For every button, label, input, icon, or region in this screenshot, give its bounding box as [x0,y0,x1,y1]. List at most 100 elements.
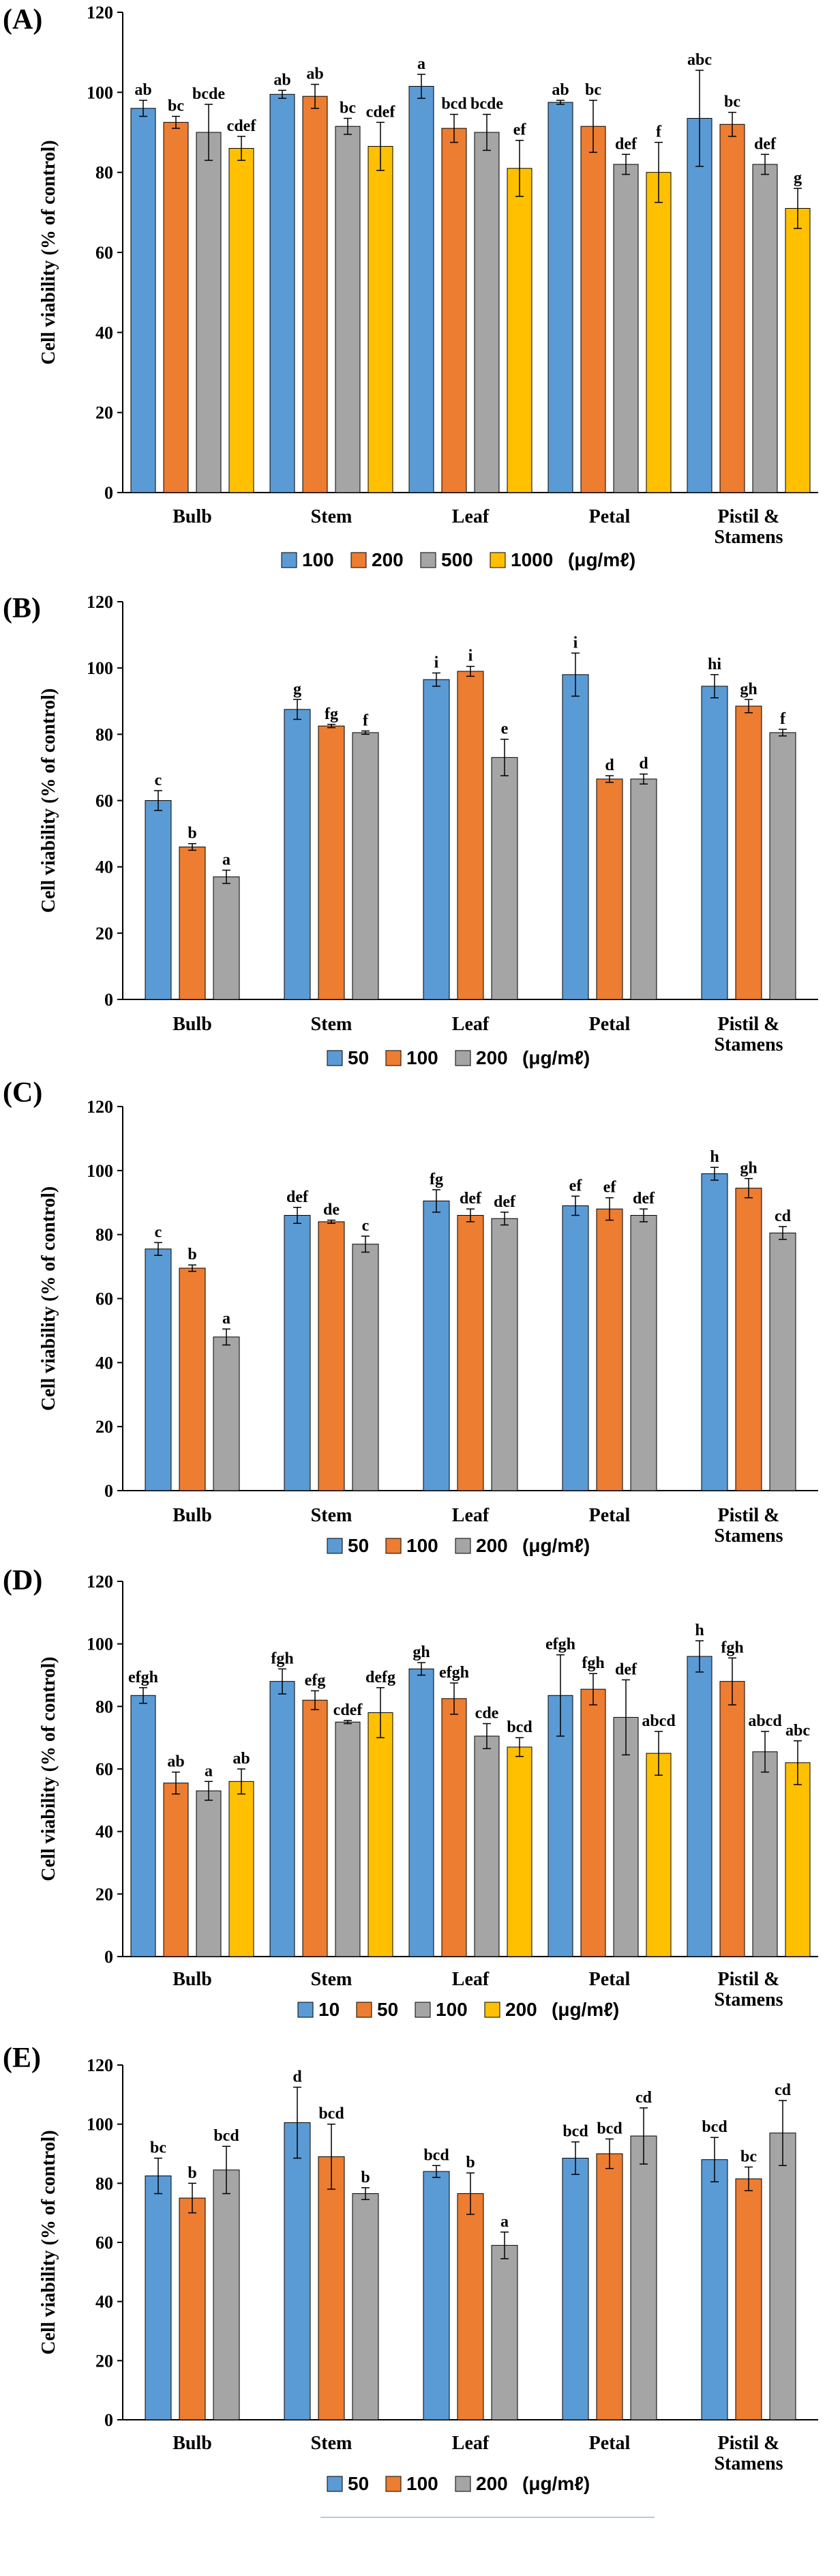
bar-10 [269,1681,295,1957]
y-axis-label: Cell viability (% of control) [38,140,59,364]
bar-50 [284,1215,311,1491]
legend-swatch-200 [484,2002,500,2018]
significance-label: hi [708,656,721,673]
significance-label: gh [412,1643,430,1661]
legend-label-200: 200 [476,1047,508,1068]
category-label: Stem [311,1014,352,1035]
chart-panel-1: (A) Cell viability (% of control) 0 20 40 60 8… [3,3,818,570]
significance-label: c [155,772,162,789]
y-tick-label: 60 [95,791,113,811]
category-label: Stamens [714,2453,783,2474]
legend: 50 100 200 (μg/mℓ) [327,1047,590,1068]
significance-label: def [494,1193,516,1211]
bar-100 [735,705,762,1000]
bar-50 [302,1699,328,1957]
legend: 50 100 200 (μg/mℓ) [327,1535,590,1556]
y-tick-label: 0 [104,990,113,1010]
bar-100 [687,117,712,493]
bar-200 [213,876,240,1000]
bar-100 [596,2153,623,2420]
significance-label: g [293,680,301,698]
significance-label: fg [430,1171,443,1188]
bar-500 [613,164,639,493]
bar-100 [318,725,345,1000]
significance-label: ab [232,1750,250,1768]
legend-label-200: 200 [476,2473,508,2494]
bar-100 [596,778,623,1000]
legend-swatch-200 [455,2476,471,2492]
bar-200 [769,1232,796,1491]
y-tick-label: 40 [95,858,113,877]
legend-swatch-100 [281,552,297,568]
significance-label: bcd [213,2127,239,2145]
bar-100 [474,1736,500,1957]
y-tick-label: 20 [95,1884,113,1904]
legend-swatch-100 [385,1050,402,1066]
bar-200 [213,1336,240,1491]
significance-label: abcd [642,1712,676,1730]
significance-label: ab [273,71,290,89]
significance-label: b [188,1246,196,1263]
significance-label: bc [585,81,601,99]
bar-500 [196,132,222,493]
bar-50 [580,1688,606,1957]
bar-100 [596,1208,623,1491]
significance-label: gh [740,680,757,698]
bar-1000 [228,147,254,493]
bar-200 [491,1218,518,1491]
bar-100 [179,847,206,1000]
legend: 100 200 500 1000 (μg/mℓ) [281,549,635,570]
bar-500 [335,126,361,493]
bar-200 [213,2169,240,2420]
category-label: Petal [589,1969,631,1990]
bar-100 [269,93,295,493]
category-label: Pistil & [718,2433,780,2454]
bar-100 [179,2197,206,2420]
significance-label: a [500,2213,509,2231]
significance-label: i [434,654,439,671]
significance-label: efgh [545,1636,575,1654]
bar-100 [752,1751,778,1957]
bar-50 [145,800,172,1000]
y-tick-label: 0 [104,1481,113,1501]
panel-label: (D) [3,1565,42,1596]
y-tick-label: 40 [95,2292,113,2312]
y-tick-label: 120 [87,1097,113,1117]
y-tick-label: 20 [95,403,113,423]
bar-50 [441,1698,467,1957]
significance-label: g [794,169,802,187]
legend: 50 100 200 (μg/mℓ) [327,2473,590,2494]
significance-label: d [292,2068,302,2086]
significance-label: a [222,1310,230,1328]
significance-label: cdef [333,1701,363,1719]
legend-label-1000: 1000 [511,549,553,570]
significance-label: bcd [702,2118,728,2136]
significance-label: cd [635,2089,652,2107]
bar-50 [423,679,450,1000]
significance-label: bc [724,93,740,111]
bar-200 [352,2193,379,2420]
chart-panel-4: (D) Cell viability (% of control) 0 20 40 60 8… [3,1565,818,2020]
bar-100 [408,86,434,493]
legend-label-100: 100 [436,1999,468,2020]
bar-200 [302,96,328,493]
significance-label: def [754,135,777,153]
bar-50 [562,674,589,1000]
significance-label: bc [340,99,356,117]
y-tick-label: 60 [95,243,113,263]
bar-100 [196,1790,222,1957]
bar-100 [613,1716,639,1957]
significance-label: def [615,135,638,153]
category-label: Stem [311,2433,352,2454]
category-label: Stamens [714,527,783,548]
significance-label: i [573,634,578,652]
significance-label: cd [775,2081,792,2099]
bar-50 [719,1681,745,1957]
legend-label-100: 100 [406,1047,438,1068]
category-label: Bulb [172,506,212,527]
bar-200 [163,121,189,493]
legend-label-100: 100 [302,549,334,570]
y-tick-label: 60 [95,2233,113,2253]
y-tick-label: 0 [104,1947,113,1967]
significance-label: cdef [227,117,257,135]
